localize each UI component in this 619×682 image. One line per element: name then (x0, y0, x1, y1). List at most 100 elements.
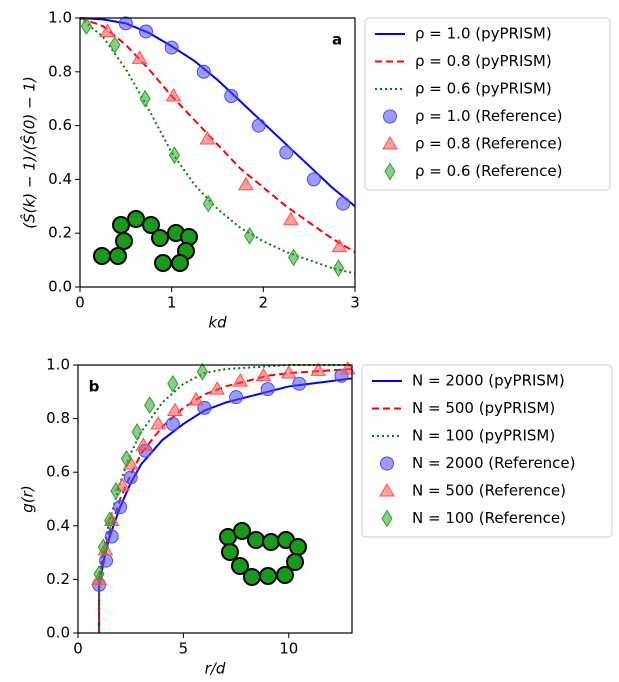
legend-marker (379, 483, 395, 497)
marker-circle (251, 118, 266, 133)
marker-triangle (339, 361, 356, 375)
legend-marker (383, 109, 397, 124)
marker-triangle (150, 415, 166, 430)
legend-marker (384, 162, 396, 181)
legend-label: ρ = 0.6 (pyPRISM) (415, 80, 552, 98)
y-tick-label: 0.6 (48, 116, 72, 134)
marker-triangle (255, 367, 272, 382)
legend-label: ρ = 0.8 (pyPRISM) (415, 52, 552, 70)
marker-circle (123, 470, 138, 485)
marker-circle (164, 40, 179, 55)
marker-diamond (139, 89, 151, 108)
marker-circle (104, 529, 119, 544)
legend-label: N = 500 (Reference) (412, 482, 566, 500)
marker-circle (306, 172, 321, 187)
x-tick-label: 5 (179, 640, 189, 658)
legend-label: ρ = 1.0 (Reference) (415, 107, 563, 125)
legend-label: N = 2000 (Reference) (412, 454, 576, 472)
molecule-icon-a (93, 210, 198, 272)
legend-marker (381, 509, 393, 528)
marker-triangle (99, 23, 116, 37)
marker-triangle (280, 365, 297, 379)
y-axis-label: (Ŝ(k) − 1)/(Ŝ(0) − 1) (20, 76, 39, 228)
legend-marker (382, 136, 398, 150)
marker-triangle (331, 238, 348, 253)
y-tick-label: 1.0 (48, 9, 72, 27)
y-tick-label: 0.6 (46, 463, 70, 481)
marker-circle (196, 64, 211, 79)
panel-label: a (332, 31, 342, 49)
y-tick-label: 0.4 (46, 516, 70, 534)
marker-triangle (165, 88, 182, 102)
legend-label: N = 500 (pyPRISM) (412, 399, 555, 417)
series-line (98, 368, 353, 633)
legend-label: N = 100 (Reference) (412, 509, 566, 527)
marker-triangle (167, 402, 183, 417)
marker-circle (336, 196, 351, 211)
marker-diamond (97, 538, 109, 557)
marker-diamond (120, 449, 133, 468)
x-tick-label: 0 (73, 640, 83, 658)
series-line (80, 17, 356, 253)
axes-frame (79, 17, 356, 288)
marker-diamond (243, 226, 256, 245)
y-tick-label: 0.8 (48, 62, 72, 80)
marker-diamond (332, 259, 345, 278)
x-tick-label: 2 (259, 294, 269, 312)
legend-label: ρ = 0.6 (Reference) (415, 162, 563, 180)
marker-circle (113, 500, 128, 515)
marker-diamond (80, 17, 93, 36)
marker-triangle (209, 381, 225, 395)
series-line (98, 377, 353, 633)
y-tick-label: 0.8 (46, 409, 70, 427)
legend-label: N = 2000 (pyPRISM) (412, 372, 565, 390)
marker-diamond (93, 565, 105, 583)
marker-circle (139, 24, 153, 39)
plot-area (91, 361, 356, 633)
plot-area (80, 16, 356, 278)
marker-diamond (131, 423, 143, 441)
marker-triangle (131, 50, 148, 64)
marker-triangle (238, 176, 254, 191)
marker-diamond (202, 194, 214, 213)
marker-diamond (196, 362, 208, 381)
x-tick-label: 10 (279, 640, 298, 658)
y-tick-label: 0.4 (48, 170, 72, 188)
x-axis-label: kd (208, 314, 227, 332)
marker-triangle (310, 362, 327, 376)
y-tick-label: 1.0 (46, 356, 70, 374)
legend-label: ρ = 0.8 (Reference) (415, 135, 563, 153)
legend-marker (380, 456, 394, 471)
series-line (98, 364, 352, 633)
marker-triangle (135, 437, 152, 451)
molecule-icon-b (219, 522, 307, 586)
marker-circle (279, 145, 294, 160)
legend-label: ρ = 1.0 (pyPRISM) (415, 25, 552, 43)
marker-circle (99, 553, 114, 568)
legend-box (364, 17, 611, 191)
marker-circle (292, 376, 307, 391)
panel-label: b (89, 378, 100, 396)
x-tick-label: 3 (350, 294, 360, 312)
axes-frame (77, 364, 353, 634)
marker-circle (224, 89, 239, 104)
marker-triangle (199, 131, 216, 145)
x-tick-label: 1 (167, 294, 177, 312)
y-tick-label: 0.0 (48, 278, 72, 296)
marker-diamond (104, 511, 116, 530)
marker-diamond (110, 482, 122, 500)
marker-triangle (282, 211, 299, 226)
legend-box (361, 364, 613, 538)
marker-diamond (287, 248, 300, 267)
legend-label: N = 100 (pyPRISM) (412, 427, 555, 445)
marker-circle (118, 16, 133, 31)
marker-diamond (144, 396, 156, 415)
marker-circle (165, 416, 180, 431)
x-tick-label: 0 (75, 294, 85, 312)
marker-diamond (168, 146, 181, 165)
x-axis-label: r/d (205, 660, 226, 678)
marker-triangle (188, 391, 204, 406)
marker-triangle (232, 373, 249, 387)
marker-circle (229, 390, 244, 405)
